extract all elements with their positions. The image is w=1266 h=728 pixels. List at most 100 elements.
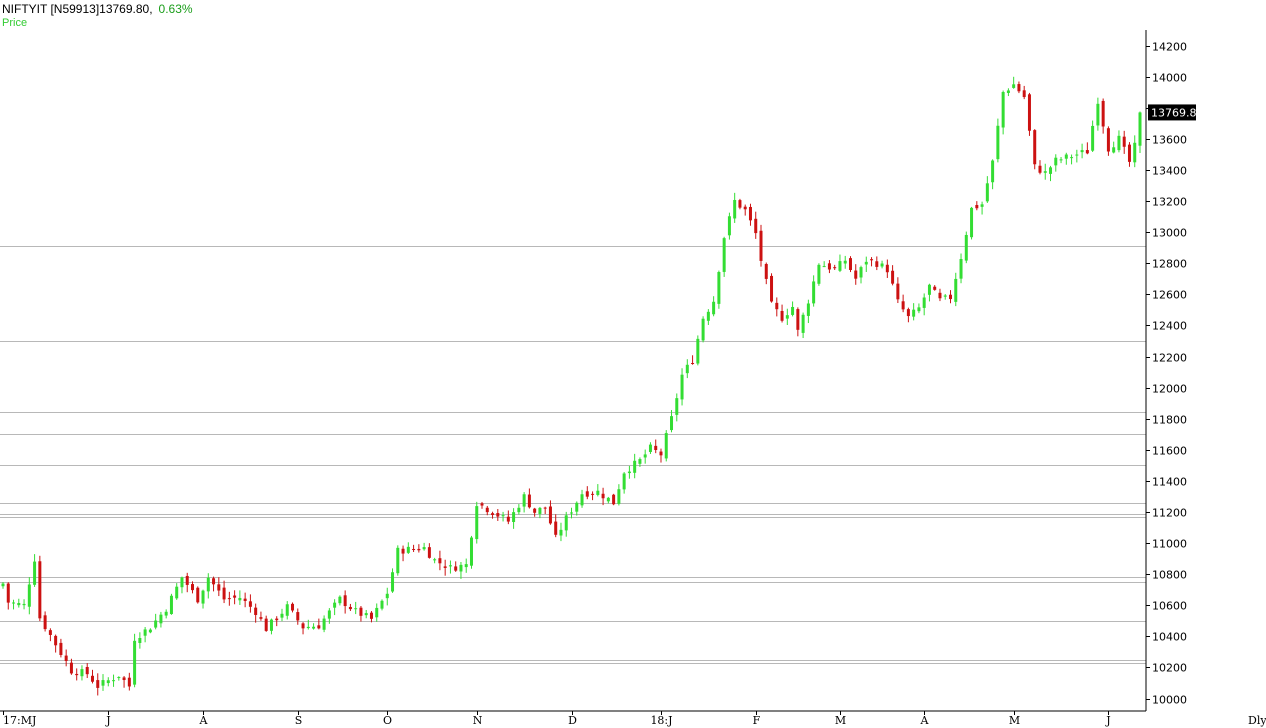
candle-body-10	[54, 635, 58, 646]
candle-36	[191, 581, 194, 594]
candle-body-140	[738, 200, 742, 208]
candle-body-51	[269, 619, 273, 631]
candle-86	[454, 561, 458, 572]
candle-89	[469, 535, 473, 569]
candle-208	[1096, 97, 1100, 131]
candle-body-13	[69, 662, 73, 674]
candle-body-115	[606, 497, 610, 502]
candle-130	[685, 359, 689, 379]
candle-80	[422, 542, 426, 551]
candle-body-194	[1022, 90, 1026, 98]
horizontal-lines	[0, 246, 1146, 664]
candle-body-178	[938, 292, 942, 299]
candle-21	[112, 674, 116, 687]
candle-175	[922, 293, 926, 316]
candle-body-190	[1001, 92, 1005, 128]
candle-162	[854, 264, 858, 285]
candle-body-83	[438, 558, 442, 564]
candle-body-160	[843, 260, 847, 264]
candle-body-133	[701, 318, 705, 341]
candle-111	[585, 486, 589, 500]
symbol-label: NIFTYIT [N59913]	[2, 2, 100, 16]
candle-26	[138, 632, 142, 649]
candle-body-158	[833, 267, 837, 269]
y-tick-label-11800: 11800	[1152, 414, 1187, 427]
candle-75	[396, 545, 400, 576]
candle-204	[1075, 149, 1079, 163]
candle-body-130	[685, 364, 689, 374]
candle-100	[527, 488, 531, 509]
candle-body-212	[1117, 135, 1121, 151]
candle-188	[991, 159, 995, 190]
candle-154	[812, 275, 816, 307]
candle-body-135	[712, 301, 716, 315]
candle-body-161	[848, 258, 852, 270]
candle-body-114	[601, 493, 605, 499]
candle-body-31	[164, 611, 168, 616]
candle-167	[880, 260, 884, 269]
candle-body-35	[185, 575, 189, 585]
candle-141	[743, 204, 747, 216]
candle-202	[1064, 152, 1068, 165]
candle-62	[327, 608, 331, 624]
candle-55	[291, 602, 295, 613]
candle-body-62	[327, 610, 331, 619]
change-percent: 0.63%	[158, 2, 193, 16]
candle-body-67	[354, 608, 358, 610]
candle-195	[1027, 92, 1031, 136]
candle-body-47	[248, 601, 252, 607]
candle-183	[964, 231, 968, 264]
candle-body-142	[748, 206, 752, 221]
candle-27	[143, 627, 147, 643]
candle-body-153	[806, 303, 810, 316]
candle-body-124	[654, 445, 658, 450]
candle-body-30	[159, 614, 163, 624]
candle-body-26	[138, 637, 142, 643]
candle-body-45	[238, 597, 242, 601]
candle-body-120	[633, 460, 637, 473]
candle-182	[959, 253, 963, 284]
candle-210	[1106, 126, 1110, 156]
candle-body-55	[291, 603, 295, 611]
candle-10	[54, 634, 58, 653]
candle-body-195	[1027, 94, 1031, 131]
candle-body-46	[243, 598, 247, 601]
candle-body-206	[1085, 150, 1089, 154]
x-tick-label-8: F	[753, 714, 761, 727]
candle-14	[75, 668, 79, 681]
candle-34	[180, 576, 184, 594]
candle-body-169	[891, 270, 895, 284]
candle-body-208	[1096, 103, 1100, 126]
candle-body-170	[896, 283, 900, 300]
candle-body-8	[43, 615, 47, 630]
candle-body-101	[533, 508, 537, 513]
candle-126	[664, 430, 668, 462]
candle-212	[1117, 130, 1121, 153]
x-tick-label-7: 18:J	[650, 714, 672, 727]
candle-body-109	[575, 502, 579, 512]
candle-body-56	[296, 612, 300, 621]
candle-67	[354, 601, 358, 615]
candle-6	[33, 554, 37, 587]
candle-body-49	[259, 617, 263, 619]
series-label: Price	[2, 17, 28, 29]
candle-135	[712, 296, 716, 317]
candle-105	[554, 514, 558, 538]
candle-72	[380, 599, 384, 611]
candle-body-4	[22, 603, 26, 606]
candle-104	[548, 500, 552, 525]
candle-body-201	[1059, 159, 1063, 161]
candle-body-64	[338, 596, 342, 604]
candle-198	[1043, 163, 1047, 180]
candle-173	[912, 303, 916, 321]
candle-121	[638, 457, 642, 467]
y-tick-label-10000: 10000	[1152, 694, 1187, 707]
candle-147	[775, 297, 779, 317]
candle-body-207	[1091, 125, 1095, 151]
candle-body-111	[585, 491, 589, 497]
candle-body-192	[1012, 84, 1016, 88]
candle-body-66	[348, 606, 352, 610]
candle-137	[722, 236, 726, 277]
candle-body-73	[385, 593, 389, 599]
